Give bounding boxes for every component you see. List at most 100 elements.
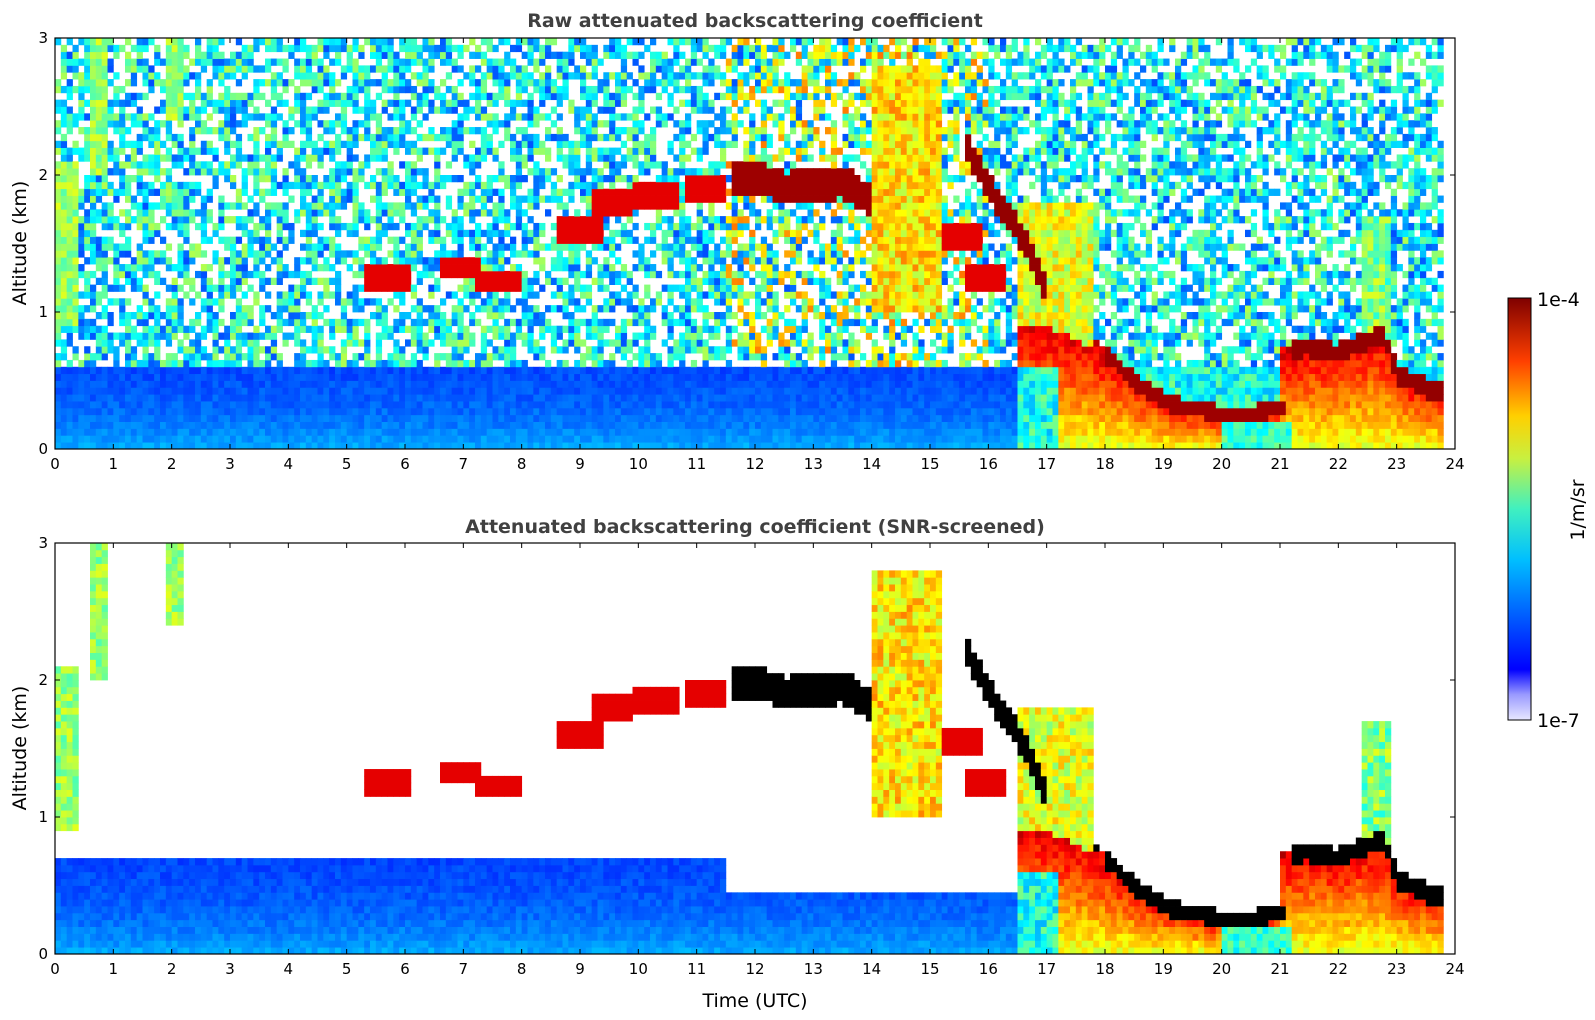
heatmap-cell [708, 380, 715, 388]
heatmap-cell [78, 442, 85, 449]
heatmap-cell [480, 257, 488, 265]
heatmap-cell [136, 428, 143, 436]
heatmap-cell [539, 284, 546, 292]
heatmap-cell [200, 298, 208, 306]
heatmap-cell [317, 222, 324, 231]
heatmap-cell [603, 154, 610, 162]
heatmap-cell [568, 312, 575, 320]
heatmap-cell [270, 58, 278, 66]
heatmap-cell [352, 291, 359, 299]
heatmap-cell [305, 373, 313, 381]
heatmap-cell [451, 414, 458, 422]
heatmap-cell [475, 394, 482, 402]
heatmap-cell [381, 99, 388, 107]
heatmap-cell [300, 421, 307, 429]
heatmap-cell [515, 140, 523, 148]
heatmap-cell [375, 435, 383, 443]
heatmap-cell [696, 284, 703, 292]
heatmap-cell [399, 414, 406, 422]
heatmap-cell [253, 325, 260, 333]
heatmap-cell [638, 92, 645, 101]
heatmap-cell [154, 229, 161, 238]
heatmap-cell [177, 113, 184, 121]
heatmap-cell [125, 222, 132, 231]
heatmap-cell [498, 387, 505, 395]
heatmap-cell [90, 202, 97, 210]
heatmap-cell [183, 209, 190, 217]
heatmap-cell [399, 133, 406, 142]
heatmap-cell [195, 312, 202, 320]
heatmap-cell [329, 154, 336, 162]
heatmap-cell [562, 140, 569, 148]
heatmap-cell [387, 284, 394, 292]
heatmap-cell [375, 298, 383, 306]
heatmap-cell [615, 414, 622, 422]
heatmap-cell [690, 270, 698, 279]
heatmap-cell [515, 79, 523, 87]
heatmap-cell [241, 154, 248, 162]
heatmap-cell [702, 407, 709, 416]
heatmap-cell [405, 51, 412, 59]
heatmap-cell [405, 359, 412, 368]
heatmap-cell [241, 401, 248, 409]
heatmap-cell [539, 44, 546, 53]
heatmap-cell [603, 380, 610, 388]
heatmap-cell [492, 387, 499, 395]
heatmap-cell [492, 154, 499, 162]
heatmap-cell [294, 270, 301, 279]
heatmap-cell [300, 168, 307, 176]
heatmap-cell [294, 318, 301, 327]
heatmap-cell [626, 133, 633, 142]
heatmap-cell [282, 168, 289, 176]
heatmap-cell [480, 202, 488, 210]
heatmap-cell [545, 305, 552, 313]
heatmap-cell [154, 270, 161, 279]
heatmap-cell [375, 442, 383, 449]
heatmap-cell [95, 264, 103, 272]
heatmap-cell [323, 380, 330, 388]
heatmap-cell [550, 442, 558, 449]
heatmap-cell [317, 79, 324, 87]
heatmap-cell [504, 79, 511, 87]
heatmap-cell [329, 58, 336, 66]
heatmap-cell [492, 428, 499, 436]
heatmap-cell [195, 181, 202, 190]
heatmap-cell [696, 147, 703, 155]
heatmap-cell [195, 380, 202, 388]
heatmap-cell [294, 359, 301, 368]
heatmap-cell [364, 277, 371, 285]
heatmap-cell [113, 250, 120, 258]
heatmap-cell [311, 58, 318, 66]
heatmap-cell [708, 257, 715, 265]
heatmap-cell [708, 284, 715, 292]
heatmap-cell [189, 298, 196, 306]
heatmap-cell [428, 380, 435, 388]
heatmap-cell [632, 51, 639, 59]
heatmap-cell [638, 353, 645, 361]
heatmap-cell [556, 72, 563, 80]
heatmap-cell [568, 270, 575, 279]
heatmap-cell [200, 401, 208, 409]
heatmap-cell [247, 236, 254, 244]
heatmap-cell [574, 113, 581, 121]
heatmap-cell [498, 79, 505, 87]
heatmap-cell [387, 161, 394, 169]
heatmap-cell [130, 270, 138, 279]
heatmap-cell [55, 366, 62, 375]
heatmap-cell [702, 401, 709, 409]
heatmap-cell [434, 366, 441, 375]
heatmap-cell [504, 270, 511, 279]
heatmap-cell [276, 277, 283, 285]
heatmap-cell [241, 72, 248, 80]
heatmap-cell [655, 407, 663, 416]
heatmap-cell [399, 58, 406, 66]
heatmap-cell [265, 401, 272, 409]
heatmap-cell [696, 120, 703, 128]
heatmap-cell [434, 435, 441, 443]
heatmap-cell [200, 140, 208, 148]
heatmap-cell [521, 339, 528, 347]
heatmap-cell [399, 380, 406, 388]
heatmap-cell [259, 366, 266, 375]
heatmap-cell [107, 209, 114, 217]
heatmap-cell [644, 44, 651, 53]
